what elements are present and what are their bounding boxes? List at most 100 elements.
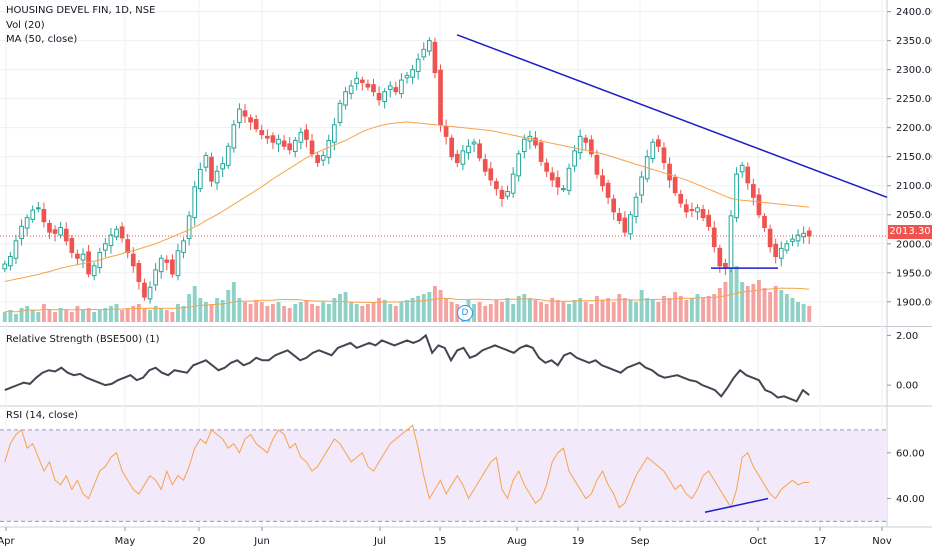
- volume-bar: [505, 298, 510, 322]
- candle-body: [605, 182, 611, 198]
- candle-body: [616, 213, 622, 222]
- candle-body: [153, 269, 158, 286]
- rsi-tick-label: 60.00: [896, 448, 925, 459]
- volume-bar: [807, 306, 812, 322]
- candle-body: [8, 256, 13, 267]
- candle-body: [471, 141, 477, 145]
- volume-bar: [729, 270, 733, 322]
- candle-body: [320, 155, 326, 161]
- volume-bar: [226, 290, 231, 322]
- ma-legend: MA (50, close): [6, 34, 78, 45]
- candle-body: [544, 162, 549, 172]
- y-tick-label: 2200.00: [896, 123, 932, 134]
- volume-bar: [2, 312, 7, 322]
- volume-bar: [483, 306, 488, 322]
- volume-bar: [712, 294, 717, 322]
- trendline: [456, 34, 888, 199]
- volume-bar: [125, 308, 130, 322]
- volume-legend: Vol (20): [6, 20, 45, 31]
- volume-bar: [75, 306, 80, 322]
- volume-bar: [131, 306, 136, 322]
- volume-bar: [69, 312, 74, 322]
- volume-bar: [220, 300, 225, 322]
- candle-body: [220, 163, 225, 170]
- candle-body: [717, 247, 723, 267]
- candle-body: [549, 172, 555, 181]
- volume-bar: [449, 302, 454, 322]
- candle-body: [192, 186, 198, 219]
- volume-bar: [684, 300, 689, 322]
- volume-bar: [555, 300, 560, 322]
- x-tick-label: 20: [193, 536, 206, 547]
- candle-body: [449, 137, 455, 158]
- candle-body: [572, 150, 577, 167]
- volume-bar: [58, 308, 63, 322]
- volume-bar: [30, 310, 35, 322]
- volume-bar: [108, 306, 113, 322]
- volume-bar: [751, 284, 756, 322]
- volume-bar: [148, 310, 152, 322]
- candle-body: [197, 168, 203, 190]
- y-tick-label: 2100.00: [896, 181, 932, 192]
- candle-body: [309, 140, 315, 155]
- volume-bar: [170, 312, 175, 322]
- candle-body: [600, 175, 605, 187]
- volume-bar: [354, 304, 359, 322]
- volume-bar: [438, 290, 443, 322]
- volume-bar: [248, 304, 253, 322]
- candle-body: [661, 147, 667, 164]
- candle-body: [304, 129, 309, 140]
- candle-body: [231, 124, 237, 149]
- volume-bar: [628, 300, 633, 322]
- volume-bar: [583, 302, 588, 322]
- candle-body: [125, 239, 131, 253]
- candle-body: [237, 108, 242, 123]
- volume-bar: [315, 306, 320, 322]
- candle-body: [622, 217, 628, 233]
- candle-body: [421, 48, 427, 58]
- volume-bar: [673, 292, 678, 322]
- candle-body: [19, 225, 24, 240]
- rsi-title: RSI (14, close): [6, 410, 79, 421]
- y-tick-label: 1900.00: [896, 297, 932, 308]
- volume-bar: [276, 302, 281, 322]
- candle-body: [276, 138, 281, 145]
- volume-bar: [120, 310, 125, 322]
- candle-body: [795, 234, 801, 242]
- candle-body: [52, 229, 58, 234]
- candle-body: [164, 259, 170, 263]
- candle-body: [58, 227, 63, 236]
- volume-bar: [259, 302, 264, 322]
- candle-body: [650, 141, 656, 159]
- volume-bar: [522, 294, 527, 322]
- volume-bar: [567, 304, 571, 322]
- candle-body: [13, 240, 19, 259]
- candle-body: [365, 83, 371, 88]
- volume-bar: [421, 294, 426, 322]
- candle-body: [801, 232, 806, 238]
- candle-body: [242, 110, 248, 117]
- candle-body: [399, 79, 404, 94]
- volume-bar: [539, 302, 544, 322]
- candle-body: [806, 230, 812, 237]
- volume-bar: [382, 300, 387, 322]
- y-tick-label: 2150.00: [896, 152, 932, 163]
- candle-body: [499, 189, 505, 199]
- candle-body: [337, 102, 343, 123]
- x-tick-label: Oct: [749, 536, 766, 547]
- candle-body: [438, 69, 443, 126]
- volume-bar: [187, 294, 192, 322]
- volume-bar: [734, 266, 739, 322]
- candle-body: [41, 209, 47, 223]
- candle-body: [248, 117, 253, 123]
- volume-bar: [516, 296, 521, 322]
- candle-body: [521, 138, 527, 152]
- dividend-marker[interactable]: D: [457, 305, 473, 321]
- candle-body: [326, 139, 332, 158]
- candle-body: [382, 91, 387, 103]
- volume-bar: [594, 296, 599, 322]
- volume-bar: [103, 308, 108, 322]
- candle-body: [75, 253, 80, 259]
